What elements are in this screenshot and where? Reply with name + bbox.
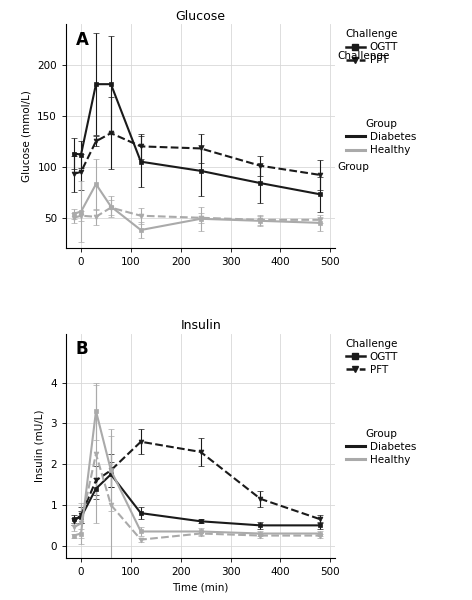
Text: B: B bbox=[76, 340, 88, 358]
Y-axis label: Glucose (mmol/L): Glucose (mmol/L) bbox=[22, 90, 32, 182]
Text: A: A bbox=[76, 31, 88, 49]
Y-axis label: Insulin (mU/L): Insulin (mU/L) bbox=[35, 410, 45, 482]
Text: Challenge: Challenge bbox=[337, 51, 390, 61]
Title: Insulin: Insulin bbox=[180, 319, 221, 332]
Text: Group: Group bbox=[337, 162, 370, 172]
Title: Glucose: Glucose bbox=[176, 10, 226, 23]
Legend: Diabetes, Healthy: Diabetes, Healthy bbox=[346, 119, 416, 155]
Legend: Diabetes, Healthy: Diabetes, Healthy bbox=[346, 428, 416, 465]
X-axis label: Time (min): Time (min) bbox=[172, 583, 229, 593]
